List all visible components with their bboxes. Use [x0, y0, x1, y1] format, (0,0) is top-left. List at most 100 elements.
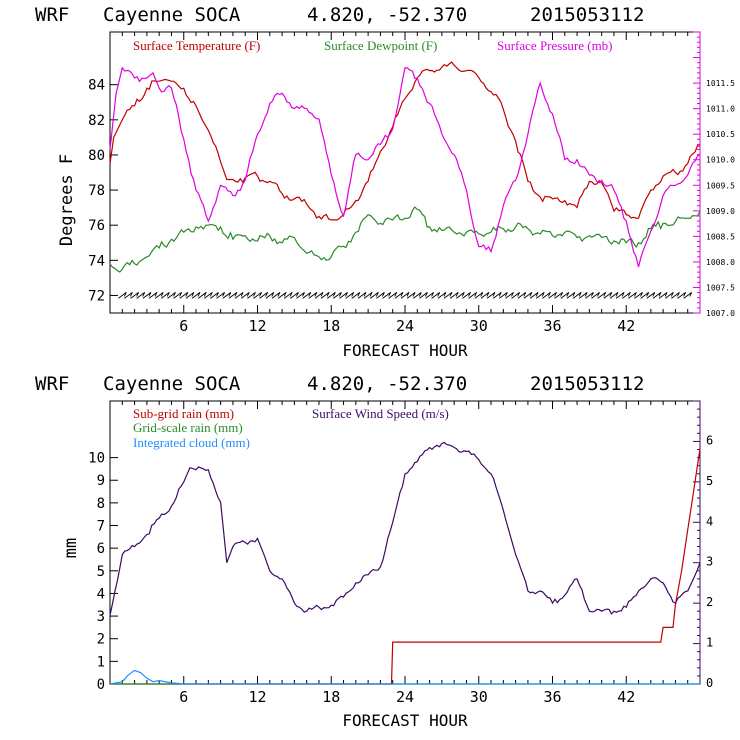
wind-barb-icon: [382, 292, 392, 299]
x-tick-label: 30: [470, 688, 488, 706]
right-y-tick-label: 1007.5: [706, 283, 735, 292]
wind-barb-icon: [572, 292, 582, 299]
wind-barb-icon: [640, 292, 650, 299]
wind-barb-icon: [210, 292, 219, 299]
right-y-tick-label: 4: [706, 514, 713, 528]
panel2-right-y-ticks: 0 1 2 3 4 5 6: [693, 400, 713, 690]
wind-barb-icon: [622, 292, 631, 299]
wind-barb-icon: [154, 292, 164, 299]
wind-barb-icon: [603, 292, 613, 299]
panel2-y-ticks: 0 1 2 3 4 5 6 7 8 9 10: [88, 451, 118, 693]
wind-barb-icon: [671, 292, 680, 299]
wind-barb-icon: [277, 292, 287, 299]
x-tick-label: 18: [322, 317, 340, 335]
panel1-header-lat: 4.820: [307, 4, 364, 26]
wind-barb-icon: [400, 292, 410, 299]
wind-barb-icon: [308, 292, 318, 299]
panel1-header-lon: -52.370: [387, 4, 467, 26]
wind-barb-icon: [542, 292, 551, 299]
y-tick-label: 2: [97, 632, 105, 648]
wind-barb-icon: [370, 292, 379, 299]
panel1-header-run: 2015053112: [530, 4, 644, 26]
right-y-tick-label: 1010.0: [706, 156, 735, 165]
y-tick-label: 4: [97, 586, 105, 602]
wind-barb-icon: [394, 292, 404, 299]
wind-barb-icon: [142, 292, 152, 299]
wind-barb-icon: [247, 292, 256, 299]
wind-barb-icon: [419, 292, 428, 299]
wind-barb-icon: [136, 292, 146, 299]
y-tick-label: 84: [88, 78, 105, 94]
y-tick-label: 80: [88, 148, 105, 164]
wind-barb-icon: [413, 292, 422, 299]
wind-barb-icon: [578, 292, 588, 299]
wind-barb-icon: [492, 292, 502, 299]
wind-barb-icon: [425, 292, 435, 299]
wind-barb-icon: [302, 292, 312, 299]
x-tick-label: 12: [248, 688, 266, 706]
x-tick-label: 42: [617, 688, 635, 706]
panel2-header-coords: 4.820, -52.370: [307, 373, 467, 395]
y-tick-label: 72: [88, 288, 105, 304]
wind-barb-icon: [388, 292, 398, 299]
wind-barb-icon: [462, 292, 471, 299]
panel2-header-run: 2015053112: [530, 373, 644, 395]
wind-barb-icon: [327, 292, 336, 299]
wind-barb-icon: [646, 292, 656, 299]
wind-barb-icon: [228, 292, 238, 299]
wind-barb-icon: [523, 292, 533, 299]
series-line-surface-dewpoint-f: [109, 206, 701, 273]
series-line-surface-temperature-f: [109, 61, 701, 221]
panel1-y-ticks: 72 74 76 78 80 82 84: [88, 78, 118, 304]
wind-barb-icon: [234, 292, 244, 299]
wind-barb-icon: [222, 292, 232, 299]
panel1-header-model: WRF: [35, 4, 69, 26]
right-y-tick-label: 1010.5: [706, 130, 735, 139]
y-tick-label: 9: [97, 473, 105, 489]
wind-barb-icon: [363, 292, 373, 299]
wind-barb-icon: [283, 292, 293, 299]
right-y-tick-label: 0: [706, 676, 713, 690]
wind-barb-icon: [658, 292, 668, 299]
right-y-tick-label: 1011.5: [706, 79, 735, 88]
panel1-right-y-ticks: 1007.0 1007.5 1008.0 1008.5 1009.0 1009.5 1010…: [693, 31, 735, 318]
x-tick-label: 36: [543, 317, 561, 335]
series-line-surface-pressure-mb: [109, 66, 701, 268]
panel2-header-model: WRF: [35, 373, 69, 395]
wind-barb-icon: [634, 292, 643, 299]
wind-barb-icon: [265, 292, 275, 299]
wind-barb-icon: [290, 292, 299, 299]
x-tick-label: 24: [396, 317, 414, 335]
wind-barb-icon: [560, 292, 570, 299]
wind-barb-icon: [314, 292, 324, 299]
wind-barb-icon: [130, 292, 140, 299]
wind-barb-icon: [216, 292, 226, 299]
panel1-x-ticks: 6 12 18 24 30 36 42: [121, 32, 689, 335]
panel2-header-lon: -52.370: [387, 373, 467, 395]
wind-barb-icon: [615, 292, 625, 299]
y-tick-label: 5: [97, 564, 105, 580]
panel1-header-station: Cayenne SOCA: [103, 4, 241, 26]
wind-barb-icon: [191, 292, 201, 299]
wind-barb-icon: [320, 292, 330, 299]
panel2-x-label: FORECAST HOUR: [342, 711, 468, 730]
wind-barb-icon: [253, 292, 262, 299]
panel1-x-label: FORECAST HOUR: [342, 341, 468, 360]
x-tick-label: 24: [396, 688, 414, 706]
legend-surface-wind-speed: Surface Wind Speed (m/s): [312, 406, 449, 421]
right-y-tick-label: 2: [706, 595, 713, 609]
wind-barb-icon: [511, 292, 521, 299]
wind-barb-icon: [296, 292, 305, 299]
legend-grid-scale-rain: Grid-scale rain (mm): [133, 420, 243, 435]
wind-barb-icon: [431, 292, 441, 299]
right-y-tick-label: 1009.5: [706, 181, 735, 190]
precip-wind-panel: WRF Cayenne SOCA 4.820, -52.370 20150531…: [35, 373, 713, 730]
right-y-tick-label: 1008.5: [706, 232, 735, 241]
x-tick-label: 6: [179, 688, 188, 706]
wind-barb-icon: [456, 292, 465, 299]
y-tick-label: 1: [97, 654, 105, 670]
wind-barb-icon: [554, 292, 564, 299]
legend-surface-temperature: Surface Temperature (F): [133, 38, 260, 53]
panel1-y-label: Degrees F: [57, 154, 77, 246]
